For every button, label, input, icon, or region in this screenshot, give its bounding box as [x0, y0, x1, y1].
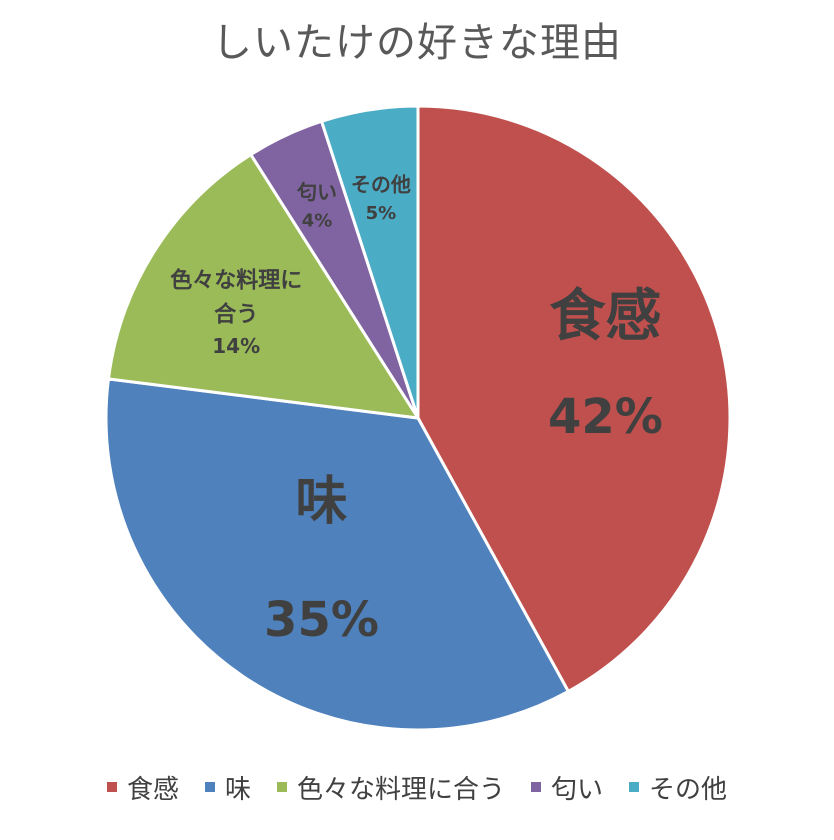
legend-swatch-5 — [629, 782, 640, 792]
slice-label-5-line-1: その他 — [351, 172, 411, 196]
legend-swatch-4 — [531, 782, 541, 792]
legend-item-2: 味 — [204, 769, 251, 806]
legend: 食感 味 色々な料理に合う 匂い その他 — [0, 762, 834, 812]
pie-slice-5 — [319, 104, 420, 419]
pie-slice-2 — [104, 377, 571, 732]
slice-percent-3: 14% — [212, 334, 260, 358]
legend-label-2: 味 — [224, 774, 251, 805]
pie-slice-3 — [106, 152, 421, 420]
legend-label-1: 食感 — [126, 774, 179, 805]
slice-label-2-line-1: 味 — [295, 472, 347, 532]
slice-percent-4: 4% — [302, 210, 333, 231]
legend-swatch-2 — [204, 782, 215, 792]
chart-title: しいたけの好きな理由 — [212, 20, 622, 66]
legend-label-5: その他 — [649, 774, 728, 805]
legend-swatch-1 — [106, 782, 117, 792]
legend-item-1: 食感 — [106, 769, 179, 806]
slice-percent-1: 42% — [548, 389, 663, 445]
slice-percent-5: 5% — [366, 203, 397, 224]
slice-label-3-line-1: 色々な料理に — [170, 268, 302, 294]
legend-label-4: 匂い — [551, 774, 604, 805]
pie-slices — [104, 104, 732, 732]
pie-data-labels: 食感 42% 味 35% 色々な料理に合う 14% 匂い 4% その他 5% — [170, 172, 663, 648]
legend-swatch-3 — [276, 782, 287, 792]
legend-item-3: 色々な料理に合う — [276, 769, 505, 806]
pie-slice-1 — [416, 104, 732, 694]
slice-label-1-line-1: 食感 — [549, 284, 661, 349]
legend-label-3: 色々な料理に合う — [296, 774, 505, 805]
slice-label-4-line-1: 匂い — [296, 180, 337, 204]
slice-label-3-line-2: 合う — [214, 302, 258, 328]
slice-percent-2: 35% — [264, 592, 379, 648]
pie-chart: 食感 42% 味 35% 色々な料理に合う 14% 匂い 4% その他 5% — [104, 104, 732, 732]
legend-item-5: その他 — [629, 769, 727, 806]
legend-item-4: 匂い — [531, 769, 603, 806]
